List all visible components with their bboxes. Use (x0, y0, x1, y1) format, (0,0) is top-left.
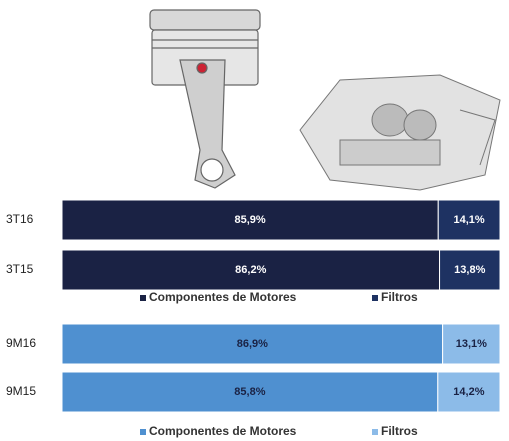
category-label: 9M16 (6, 336, 36, 350)
value-label: 86,9% (237, 338, 268, 350)
value-label: 14,1% (454, 214, 485, 226)
legend-marker (372, 295, 378, 301)
bar-segment (61, 199, 439, 241)
legend-marker (372, 429, 378, 435)
legend-label: Filtros (381, 424, 418, 438)
value-label: 14,2% (453, 386, 484, 398)
bar-segment (61, 371, 439, 413)
bar-segment (437, 199, 501, 241)
legend-label: Filtros (381, 290, 418, 304)
bar-segment (439, 249, 501, 291)
value-label: 85,8% (234, 386, 265, 398)
bar-segment (61, 323, 444, 365)
category-label: 3T16 (6, 212, 34, 226)
value-label: 86,2% (235, 264, 266, 276)
category-label: 9M15 (6, 384, 36, 398)
bar-segment (442, 323, 501, 365)
legend-label: Componentes de Motores (149, 424, 297, 438)
bar-segment (437, 371, 501, 413)
legend-marker (140, 295, 146, 301)
bar-segment (61, 249, 441, 291)
category-label: 3T15 (6, 262, 34, 276)
legend-label: Componentes de Motores (149, 290, 297, 304)
piston-image (149, 9, 261, 189)
value-label: 13,8% (454, 264, 485, 276)
legend-marker (140, 429, 146, 435)
value-label: 85,9% (235, 214, 266, 226)
engine-block-image (299, 74, 501, 191)
value-label: 13,1% (456, 338, 487, 350)
